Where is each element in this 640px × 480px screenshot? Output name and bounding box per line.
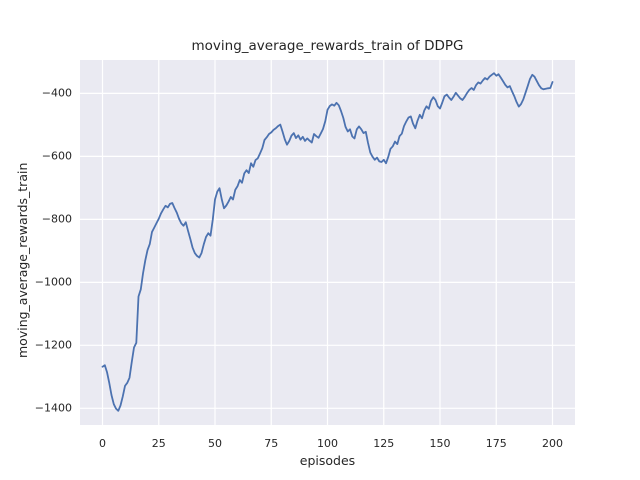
x-tick-label: 75 [264,437,279,450]
y-tick-label: −600 [41,149,72,163]
chart-title: moving_average_rewards_train of DDPG [191,38,464,54]
x-tick-label: 125 [373,437,395,450]
x-tick-label: 50 [208,437,222,450]
y-tick-label: −1200 [34,338,72,352]
x-tick-label: 175 [485,437,507,450]
data-line [101,72,554,412]
x-axis-label: episodes [299,453,356,468]
x-tick-label: 150 [429,437,451,450]
y-tick-label: −400 [41,86,72,100]
y-tick-label: −1400 [34,401,72,415]
x-tick-label: 0 [99,437,106,450]
plot-area [80,60,575,425]
x-tick-label: 25 [151,437,166,450]
y-tick-label: −800 [41,212,72,226]
y-axis-label: moving_average_rewards_train [15,162,30,358]
x-tick-label: 200 [542,437,563,450]
y-tick-label: −1000 [34,275,72,289]
x-tick-label: 100 [317,437,338,450]
